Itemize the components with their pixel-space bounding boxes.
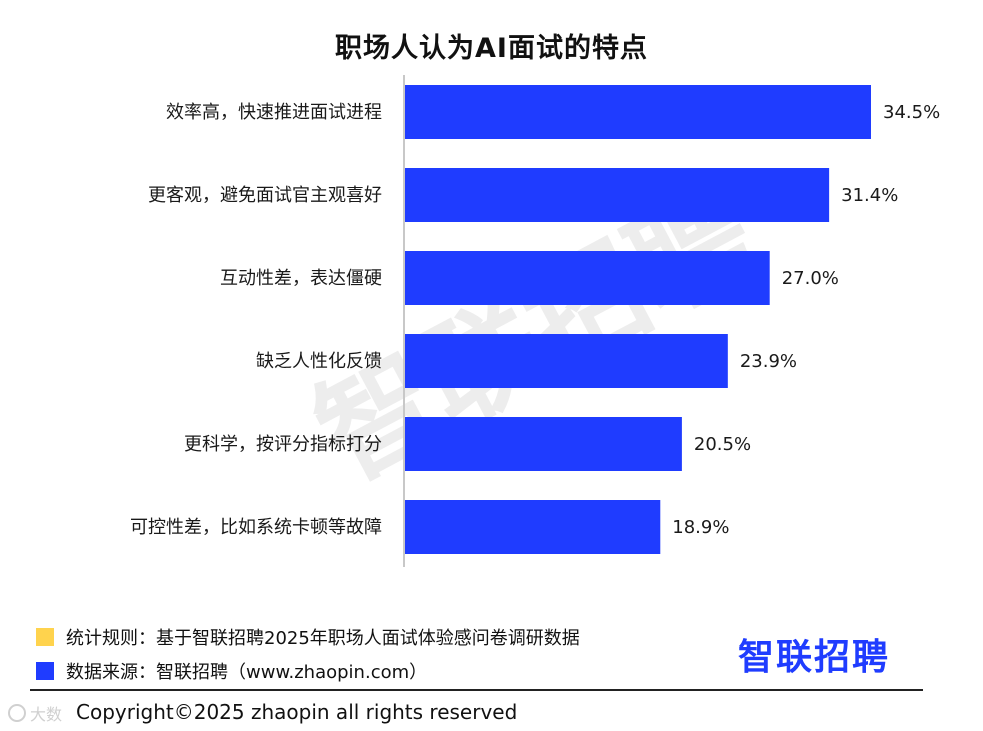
category-label: 更客观，避免面试官主观喜好 [148,185,382,206]
category-label: 效率高，快速推进面试进程 [166,102,382,123]
category-label: 缺乏人性化反馈 [256,351,382,372]
category-label: 可控性差，比如系统卡顿等故障 [130,517,382,538]
category-label: 更科学，按评分指标打分 [184,434,382,455]
corner-watermark: 大数 [8,701,62,725]
category-label: 互动性差，表达僵硬 [220,268,382,289]
data-label: 27.0% [782,268,839,289]
bar [405,334,728,388]
copyright-text: Copyright©2025 zhaopin all rights reserv… [76,700,518,724]
yellow-square-icon [36,628,54,646]
data-label: 20.5% [694,434,751,455]
footer-divider [30,689,923,691]
bar [405,417,682,471]
brand-logo: 智联招聘 [738,637,891,678]
data-label: 31.4% [841,185,898,206]
corner-watermark-text: 大数 [30,705,63,724]
data-label: 34.5% [883,102,940,123]
chart-title: 职场人认为AI面试的特点 [335,33,648,64]
data-source-note: 数据来源：智联招聘（www.zhaopin.com） [36,658,427,684]
bar [405,251,770,305]
data-label: 18.9% [672,517,729,538]
data-source-text: 数据来源：智联招聘（www.zhaopin.com） [66,662,428,683]
bar [405,168,830,222]
weibo-icon [8,704,26,722]
statistics-rule-note: 统计规则：基于智联招聘2025年职场人面试体验感问卷调研数据 [36,624,580,650]
statistics-rule-text: 统计规则：基于智联招聘2025年职场人面试体验感问卷调研数据 [66,628,580,649]
bar [405,500,661,554]
bar [405,85,871,139]
blue-square-icon [36,662,54,680]
data-label: 23.9% [740,351,797,372]
